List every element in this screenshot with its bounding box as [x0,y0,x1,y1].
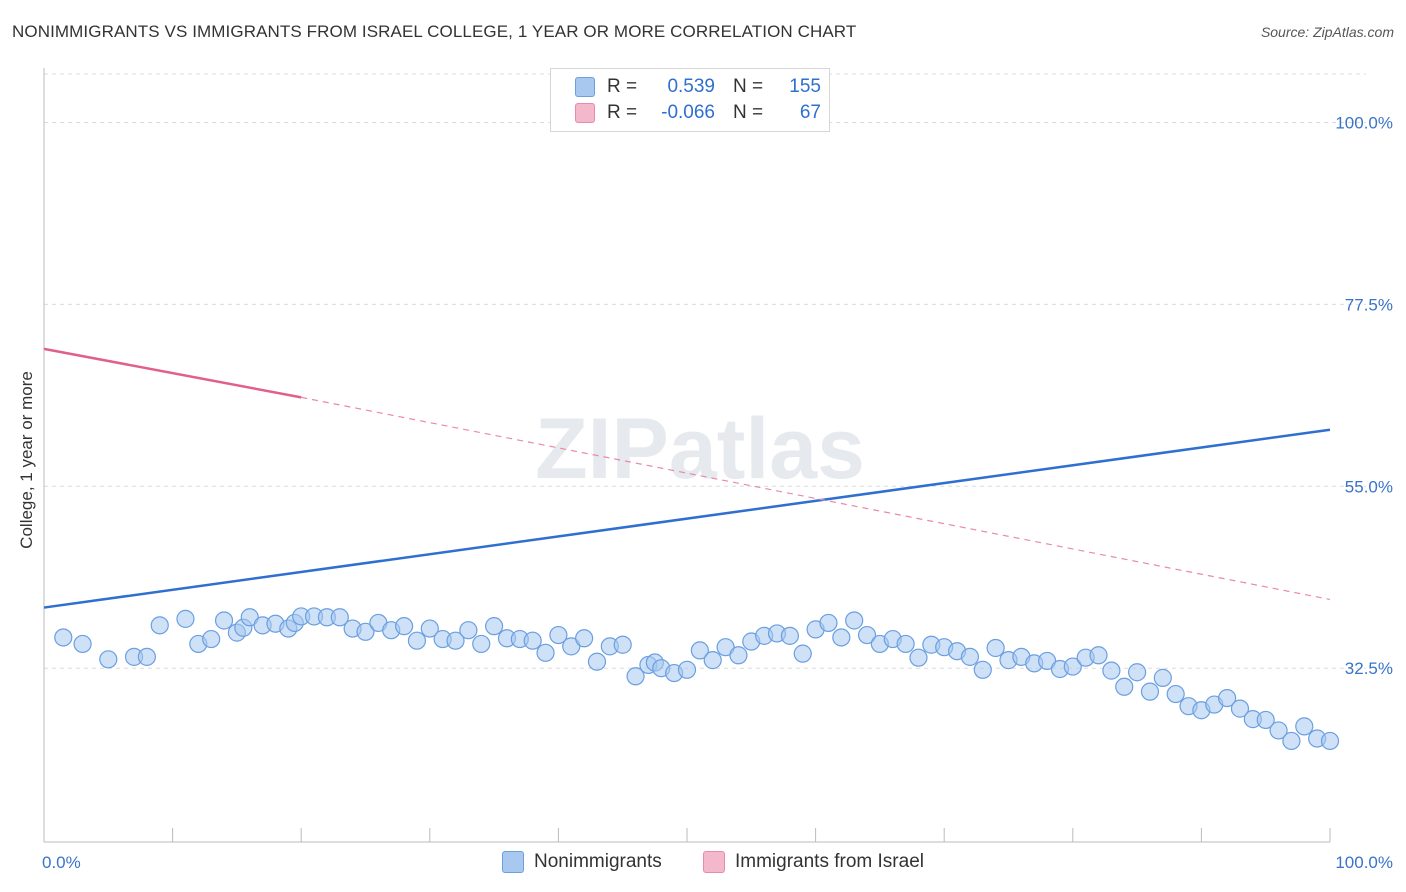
trend-lines [43,347,1331,609]
data-point [356,622,375,641]
data-point [1230,699,1250,718]
data-point [690,641,709,660]
data-point [1115,677,1134,696]
data-point [330,608,349,627]
data-point [150,616,169,635]
trend-line-nonimmigrants [43,428,1331,609]
data-point [1295,717,1314,736]
source-label: Source: ZipAtlas.com [1260,24,1394,40]
r-value: -0.066 [661,102,715,123]
data-point [1256,710,1275,730]
data-point [536,643,555,662]
data-point [716,638,735,657]
data-point [986,638,1005,658]
data-point [793,644,812,663]
chart-title: NONIMMIGRANTS VS IMMIGRANTS FROM ISRAEL … [12,22,857,41]
data-point [54,628,73,647]
legend-item-nonimmigrants: Nonimmigrants [502,851,662,873]
data-point [176,609,195,628]
data-point [729,646,748,665]
y-tick-label: 77.5% [1345,295,1393,314]
legend-label: Immigrants from Israel [735,851,924,872]
legend-swatch-blue [502,851,524,873]
data-point [1166,684,1185,704]
data-point [202,629,221,649]
data-point [1282,731,1301,751]
n-label: N = [733,102,764,123]
data-point [1140,682,1160,701]
data-point [240,608,259,627]
y-axis-label: College, 1 year or more [17,371,36,549]
data-point [549,625,568,645]
data-point [523,631,542,650]
r-label: R = [607,76,638,97]
data-point [575,629,594,648]
n-value: 155 [789,76,821,97]
legend-item-israel: Immigrants from Israel [703,851,924,873]
trend-line-israel-dashed [301,396,1331,601]
data-point [780,626,799,645]
data-point [587,652,607,671]
data-point [613,635,632,654]
trend-line-israel [43,347,302,399]
data-point [1153,668,1172,687]
data-point [1320,731,1340,751]
data-point [857,625,877,645]
data-point [832,628,851,647]
data-point [973,660,992,679]
data-point [472,634,491,654]
legend-label: Nonimmigrants [534,851,662,872]
legend-swatch-pink [575,103,595,123]
data-point [73,634,92,654]
y-tick-label: 100.0% [1335,114,1393,133]
r-value: 0.539 [667,76,715,97]
watermark: ZIPatlas [535,401,865,497]
data-point [1269,721,1288,740]
data-point [214,611,234,630]
data-point [909,648,928,667]
data-point [1102,661,1121,680]
data-point [459,621,478,640]
nonimmigrants-points [54,607,1340,751]
data-point [407,631,427,650]
data-point [99,650,118,669]
data-point [1037,651,1057,671]
x-tick-label: 0.0% [42,853,81,872]
data-point [420,619,439,638]
x-tick-label: 100.0% [1335,853,1393,872]
legend-row-israel: R = -0.066 N = 67 [575,101,821,125]
y-tick-label: 55.0% [1345,477,1393,496]
data-point [1089,646,1108,665]
data-point [562,637,581,656]
data-point [1127,663,1147,682]
tick-labels: 32.5% 55.0% 77.5% 100.0% 0.0% 100.0% [42,114,1393,872]
n-label: N = [733,76,764,97]
data-point [394,617,414,636]
data-point [137,647,156,666]
data-point [703,651,722,670]
y-tick-label: 32.5% [1345,659,1393,678]
data-point [1218,689,1237,708]
legend-swatch-blue [575,77,595,97]
r-label: R = [607,102,638,123]
legend-swatch-pink [703,851,725,873]
data-point [485,617,504,636]
legend-row-nonimmigrants: R = 0.539 N = 155 [575,75,821,99]
data-point [819,613,838,633]
data-point [845,611,864,630]
correlation-legend: R = 0.539 N = 155 R = -0.066 N = 67 [550,68,830,132]
data-point [960,647,980,666]
n-value: 67 [799,102,821,123]
data-point [626,667,645,686]
data-point [896,634,915,654]
axes [43,68,1331,843]
data-point [677,660,697,679]
series-legend: Nonimmigrants Immigrants from Israel [0,851,1406,877]
data-point [446,631,465,650]
data-point [1063,657,1082,676]
